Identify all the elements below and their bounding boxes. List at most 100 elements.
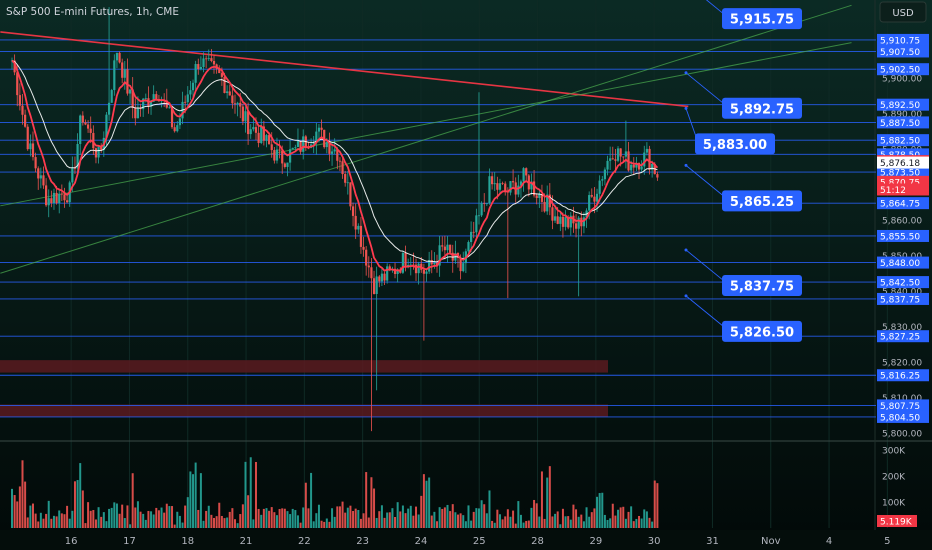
volume-bar xyxy=(648,517,651,528)
volume-bar xyxy=(530,507,533,528)
candle-body xyxy=(84,122,87,125)
volume-bar xyxy=(606,519,609,528)
candle-body xyxy=(351,206,355,216)
candle-body xyxy=(504,183,507,191)
volume-bar xyxy=(157,510,160,528)
callout-box[interactable] xyxy=(695,133,775,155)
volume-bar xyxy=(176,511,179,528)
candle-body xyxy=(107,102,111,115)
callout-box[interactable] xyxy=(722,8,802,30)
candle-body xyxy=(601,179,604,181)
candle-body xyxy=(286,162,289,167)
volume-bar xyxy=(598,493,601,528)
volume-bar xyxy=(441,508,444,528)
volume-bar xyxy=(554,513,557,528)
volume-bar xyxy=(425,480,428,528)
axis-level-badge xyxy=(877,330,929,343)
volume-bar xyxy=(477,508,480,528)
candle-body xyxy=(616,148,620,161)
volume-bar xyxy=(110,507,113,528)
volume-bar xyxy=(480,500,483,528)
callout-box[interactable] xyxy=(722,274,802,296)
volume-bar xyxy=(171,506,174,528)
trendlines[interactable] xyxy=(0,4,852,274)
candle-body xyxy=(553,216,557,221)
candle-body xyxy=(189,90,192,95)
volume-bar xyxy=(593,508,596,528)
candle-body xyxy=(532,181,536,196)
callout-box[interactable] xyxy=(722,97,802,119)
callouts[interactable]: 5,915.75 5,892.75 5,883.00 5,865.25 5,837.75… xyxy=(684,0,803,342)
volume-bar xyxy=(241,504,244,528)
volume-bar xyxy=(438,507,441,528)
candle-body xyxy=(281,150,284,164)
volume-current-label: 5.119K xyxy=(880,518,913,528)
time-axis[interactable]: 16 17 18 21 22 23 24 25 28 29 30 31 Nov 4 5 xyxy=(0,530,932,550)
volume-bar xyxy=(638,515,641,528)
volume-bar xyxy=(643,509,646,528)
volume-bar xyxy=(535,503,538,528)
time-tick-label: 28 xyxy=(531,536,544,547)
axis-level-badge xyxy=(877,63,929,76)
candle-body xyxy=(18,95,21,106)
candle-body xyxy=(244,111,247,122)
volume-bar xyxy=(165,503,168,528)
time-axis-band xyxy=(0,530,932,550)
callout-box[interactable] xyxy=(722,190,802,212)
trendline-green[interactable] xyxy=(0,42,852,207)
volume-bar xyxy=(73,481,76,528)
volume-bar xyxy=(262,508,265,528)
volume-bar xyxy=(281,508,284,528)
candle-body xyxy=(538,194,541,198)
volume-bar xyxy=(582,521,585,528)
price-axis[interactable]: 5,800.00 5,810.00 5,820.00 5,830.00 5,840.00… xyxy=(877,33,929,439)
volume-bar xyxy=(533,499,536,528)
callout-box[interactable] xyxy=(722,320,802,342)
volume-bar xyxy=(404,513,407,528)
candle-body xyxy=(71,167,74,183)
trendline-green[interactable] xyxy=(0,4,852,274)
candle-body xyxy=(121,62,124,78)
volume-bar xyxy=(512,510,515,528)
volume-bar xyxy=(144,519,147,528)
volume-bar xyxy=(94,519,97,528)
candle-body xyxy=(511,181,515,183)
trendline-red[interactable] xyxy=(0,31,689,108)
volume-bar xyxy=(152,514,155,528)
volume-bar xyxy=(39,512,42,528)
volume-bar xyxy=(273,512,276,528)
currency-button[interactable] xyxy=(879,1,927,23)
candle-body xyxy=(425,271,428,274)
volume-bar xyxy=(247,495,250,528)
candle-body xyxy=(142,98,145,110)
volume-bar xyxy=(134,507,137,528)
volume-bar xyxy=(383,517,386,528)
candle-body xyxy=(651,163,654,170)
volume-bar xyxy=(354,508,357,528)
candle-body xyxy=(260,126,263,143)
volume-bar xyxy=(367,517,370,528)
volume-bar xyxy=(630,506,633,528)
time-tick-label: 4 xyxy=(826,536,832,547)
candle-body xyxy=(488,176,491,204)
volume-bar xyxy=(184,505,187,528)
volume-bar xyxy=(388,512,391,528)
volume-bar xyxy=(131,473,134,528)
candle-body xyxy=(173,127,176,132)
volume-bar xyxy=(617,509,620,528)
callout-label: 5,883.00 xyxy=(703,138,767,153)
volume-bar xyxy=(551,516,554,528)
candle-body xyxy=(493,183,496,185)
axis-current-label: 51:12 xyxy=(880,186,906,196)
volume-bar xyxy=(199,473,202,528)
volume-bar xyxy=(632,521,635,528)
callout-label: 5,837.75 xyxy=(730,279,794,294)
volume-bar xyxy=(370,477,373,528)
candle-body xyxy=(519,181,523,186)
candle-body xyxy=(212,60,216,65)
candle-body xyxy=(328,142,331,154)
callout-leader xyxy=(705,0,725,15)
volume-bar xyxy=(365,472,368,528)
